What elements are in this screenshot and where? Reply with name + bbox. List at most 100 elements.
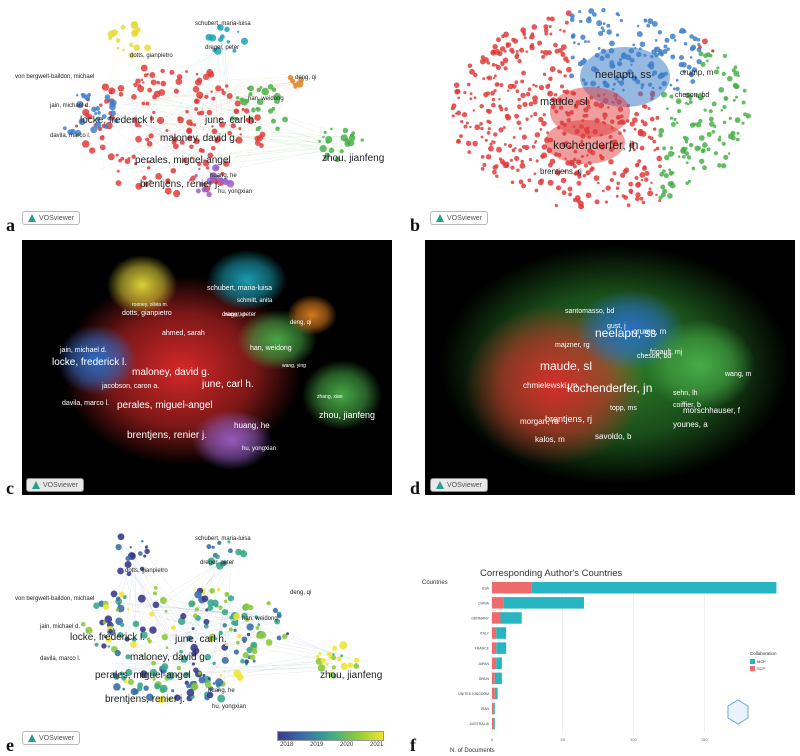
category-label: USA	[482, 586, 490, 590]
network-node	[503, 163, 509, 169]
network-label-a: zhou, jianfeng	[322, 153, 384, 164]
density-label: huang, he	[234, 421, 270, 430]
vosviewer-label: VOSviewer	[39, 735, 74, 742]
network-edge	[214, 597, 338, 658]
network-label-e: deng, qi	[290, 590, 311, 596]
network-node	[195, 607, 199, 611]
network-node	[202, 674, 205, 677]
network-node	[135, 136, 142, 143]
network-node	[580, 35, 585, 40]
network-node	[495, 175, 498, 178]
network-node	[206, 166, 209, 169]
network-node	[559, 29, 562, 32]
network-node	[519, 180, 524, 185]
network-node	[722, 105, 726, 109]
network-node	[95, 106, 100, 111]
network-node	[652, 21, 658, 27]
vosviewer-icon	[436, 214, 444, 222]
network-node	[131, 21, 138, 28]
network-node	[481, 136, 484, 139]
network-node	[480, 127, 484, 131]
network-node	[632, 43, 635, 46]
network-node	[562, 190, 567, 195]
network-node	[286, 632, 289, 635]
network-node	[534, 142, 536, 144]
chart-title: Corresponding Author's Countries	[480, 568, 623, 579]
category-label: FRANCE	[475, 647, 490, 651]
network-node	[718, 87, 724, 93]
network-node	[723, 155, 728, 160]
network-node	[498, 127, 503, 132]
network-label-a: dotts, gianpietro	[130, 53, 173, 59]
network-node	[688, 180, 691, 183]
network-node	[243, 640, 246, 643]
network-node	[608, 159, 614, 165]
network-node	[320, 145, 327, 152]
network-node	[690, 46, 695, 51]
network-node	[623, 129, 626, 132]
network-node	[492, 141, 495, 144]
network-edge	[225, 638, 333, 657]
network-node	[637, 159, 641, 163]
network-label-a: schubert, maria-luisa	[195, 21, 251, 27]
network-node	[720, 109, 723, 112]
network-node	[224, 600, 227, 603]
network-node	[157, 117, 164, 124]
network-node	[586, 192, 592, 198]
network-node	[149, 626, 156, 633]
network-node	[130, 553, 135, 558]
network-node	[648, 107, 651, 110]
network-node	[251, 108, 256, 113]
network-node	[137, 686, 143, 692]
network-node	[598, 31, 603, 36]
network-node	[629, 191, 633, 195]
network-node	[460, 120, 463, 123]
network-node	[673, 118, 676, 121]
countries-bar-chart: Corresponding Author's CountriesCountrie…	[420, 560, 795, 755]
network-node	[721, 163, 726, 168]
network-node	[246, 647, 252, 653]
network-node	[516, 169, 520, 173]
network-node	[193, 123, 196, 126]
network-node	[229, 627, 233, 631]
vosviewer-logo-d: VOSviewer	[430, 478, 488, 492]
network-node	[547, 50, 552, 55]
network-node	[115, 650, 121, 656]
network-node	[627, 203, 631, 207]
category-label: JAPAN	[478, 662, 489, 666]
network-node	[486, 109, 490, 113]
network-label-e: dotts, gianpietro	[125, 568, 168, 574]
network-node	[709, 121, 714, 126]
panel-a-network: locke, frederick l.june, carl h.maloney,…	[10, 5, 390, 230]
network-node	[463, 125, 467, 129]
network-node	[517, 104, 522, 109]
network-node	[190, 644, 198, 652]
x-tick-label: 150	[701, 737, 708, 742]
network-node	[82, 93, 86, 97]
network-node	[543, 24, 548, 29]
network-node	[75, 124, 78, 127]
network-node	[679, 28, 685, 34]
network-node	[742, 100, 746, 104]
network-node	[194, 591, 201, 598]
network-node	[474, 124, 480, 130]
network-node	[141, 540, 144, 543]
panel-letter-b: b	[410, 215, 420, 236]
network-node	[467, 150, 471, 154]
network-node	[637, 25, 640, 28]
network-label-e: davila, marco l.	[40, 656, 81, 662]
network-node	[603, 22, 606, 25]
density-label: coiffier, b	[673, 402, 701, 409]
density-label: majzner, rg	[555, 342, 590, 349]
network-node	[682, 155, 686, 159]
network-node	[120, 157, 124, 161]
network-node	[488, 146, 494, 152]
network-node	[268, 108, 273, 113]
bar-scp	[492, 642, 496, 654]
network-node	[693, 123, 696, 126]
network-node	[145, 546, 148, 549]
network-node	[583, 174, 587, 178]
network-node	[522, 145, 526, 149]
network-node	[516, 120, 521, 125]
